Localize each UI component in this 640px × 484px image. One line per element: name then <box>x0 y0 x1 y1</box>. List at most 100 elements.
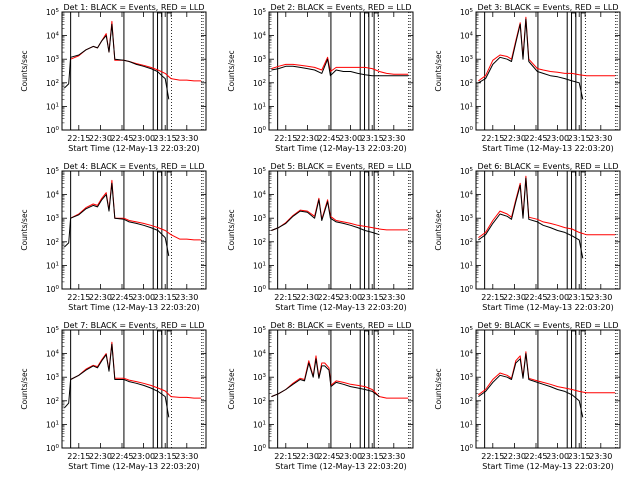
detector-panel-9: 10010110210310410522:1522:3022:4523:0023… <box>434 321 621 471</box>
x-tick-label: 23:30 <box>382 293 405 302</box>
y-tick-label: 104 <box>460 32 474 41</box>
x-tick-label: 22:30 <box>503 134 526 143</box>
plot-frame <box>268 329 414 449</box>
series-line-events <box>478 353 584 418</box>
y-tick-label: 103 <box>253 55 267 64</box>
y-tick-label: 105 <box>46 167 60 176</box>
y-tick-label: 100 <box>253 285 267 294</box>
x-tick-label: 23:15 <box>154 134 177 143</box>
x-tick-label: 22:30 <box>89 293 112 302</box>
plot-frame <box>61 329 207 449</box>
y-tick-label: 100 <box>460 285 474 294</box>
panel-title: Det 2: BLACK = Events, RED = LLD <box>271 3 412 12</box>
y-tick-label: 103 <box>460 373 474 382</box>
x-tick-label: 23:30 <box>589 134 612 143</box>
x-tick-label: 23:30 <box>589 293 612 302</box>
x-tick-label: 22:15 <box>67 134 90 143</box>
interval-bracket <box>167 12 172 17</box>
y-tick-label: 103 <box>460 214 474 223</box>
x-axis-label: Start Time (12-May-13 22:03:20) <box>68 462 199 471</box>
x-tick-label: 22:30 <box>296 134 319 143</box>
interval-bracket <box>364 330 369 335</box>
x-tick-label: 22:45 <box>524 134 547 143</box>
interval-bracket <box>581 330 586 335</box>
panel-title: Det 1: BLACK = Events, RED = LLD <box>64 3 205 12</box>
interval-bracket <box>167 330 172 335</box>
interval-bracket <box>157 12 162 17</box>
y-tick-label: 100 <box>46 444 60 453</box>
x-axis-label: Start Time (12-May-13 22:03:20) <box>68 303 199 312</box>
y-axis-label: Counts/sec <box>20 209 29 250</box>
series-line-lld <box>478 175 616 239</box>
x-tick-label: 22:45 <box>110 134 133 143</box>
x-tick-label: 23:15 <box>154 452 177 461</box>
y-tick-label: 105 <box>253 8 267 17</box>
y-tick-label: 102 <box>460 79 473 88</box>
x-tick-label: 23:00 <box>132 134 155 143</box>
plot-frame <box>268 170 414 290</box>
detector-panel-2: 10010110210310410522:1522:3022:4523:0023… <box>227 3 414 153</box>
interval-bracket <box>374 12 379 17</box>
y-tick-label: 101 <box>46 102 59 111</box>
y-tick-label: 103 <box>460 55 474 64</box>
y-tick-label: 105 <box>460 167 474 176</box>
y-tick-label: 102 <box>46 397 59 406</box>
x-tick-label: 22:15 <box>274 452 297 461</box>
y-tick-label: 104 <box>460 191 474 200</box>
interval-bracket <box>374 330 379 335</box>
y-axis-label: Counts/sec <box>434 368 443 409</box>
x-axis-label: Start Time (12-May-13 22:03:20) <box>482 462 613 471</box>
detector-panel-7: 10010110210310410522:1522:3022:4523:0023… <box>20 321 207 471</box>
x-tick-label: 23:00 <box>339 293 362 302</box>
series-line-events <box>64 343 170 418</box>
interval-bracket <box>571 330 576 335</box>
y-tick-label: 103 <box>253 214 267 223</box>
interval-bracket <box>157 171 162 176</box>
panel-title: Det 5: BLACK = Events, RED = LLD <box>271 162 412 171</box>
x-tick-label: 22:30 <box>503 452 526 461</box>
y-tick-label: 104 <box>253 191 267 200</box>
y-axis-label: Counts/sec <box>227 209 236 250</box>
plot-frame <box>475 11 621 131</box>
y-tick-label: 104 <box>46 32 60 41</box>
x-tick-label: 23:00 <box>546 134 569 143</box>
y-axis-label: Counts/sec <box>20 50 29 91</box>
x-tick-label: 23:30 <box>382 134 405 143</box>
y-tick-label: 102 <box>253 79 266 88</box>
x-tick-label: 23:15 <box>568 293 591 302</box>
y-tick-label: 105 <box>460 326 474 335</box>
y-tick-label: 105 <box>253 326 267 335</box>
x-tick-label: 23:00 <box>546 452 569 461</box>
y-tick-label: 101 <box>46 261 59 270</box>
x-tick-label: 22:45 <box>110 452 133 461</box>
x-tick-label: 22:15 <box>67 293 90 302</box>
x-tick-label: 23:00 <box>339 134 362 143</box>
panel-title: Det 3: BLACK = Events, RED = LLD <box>478 3 619 12</box>
y-tick-label: 101 <box>253 102 266 111</box>
series-line-lld <box>478 351 616 396</box>
interval-bracket <box>364 171 369 176</box>
y-tick-label: 101 <box>253 261 266 270</box>
detector-panel-6: 10010110210310410522:1522:3022:4523:0023… <box>434 162 621 312</box>
y-tick-label: 101 <box>460 261 473 270</box>
x-tick-label: 22:30 <box>503 293 526 302</box>
panel-title: Det 9: BLACK = Events, RED = LLD <box>478 321 619 330</box>
x-tick-label: 22:45 <box>317 452 340 461</box>
series-line-events <box>64 182 170 257</box>
y-tick-label: 100 <box>46 285 60 294</box>
plot-frame <box>61 170 207 290</box>
panel-title: Det 4: BLACK = Events, RED = LLD <box>64 162 205 171</box>
interval-bracket <box>571 12 576 17</box>
y-tick-label: 101 <box>253 420 266 429</box>
y-tick-label: 102 <box>46 79 59 88</box>
x-axis-label: Start Time (12-May-13 22:03:20) <box>482 144 613 153</box>
x-tick-label: 23:00 <box>132 452 155 461</box>
plot-frame <box>61 11 207 131</box>
x-tick-label: 22:45 <box>524 293 547 302</box>
y-axis-label: Counts/sec <box>227 368 236 409</box>
series-line-events <box>478 177 584 259</box>
x-tick-label: 23:30 <box>589 452 612 461</box>
y-tick-label: 102 <box>46 238 59 247</box>
x-tick-label: 22:15 <box>481 452 504 461</box>
